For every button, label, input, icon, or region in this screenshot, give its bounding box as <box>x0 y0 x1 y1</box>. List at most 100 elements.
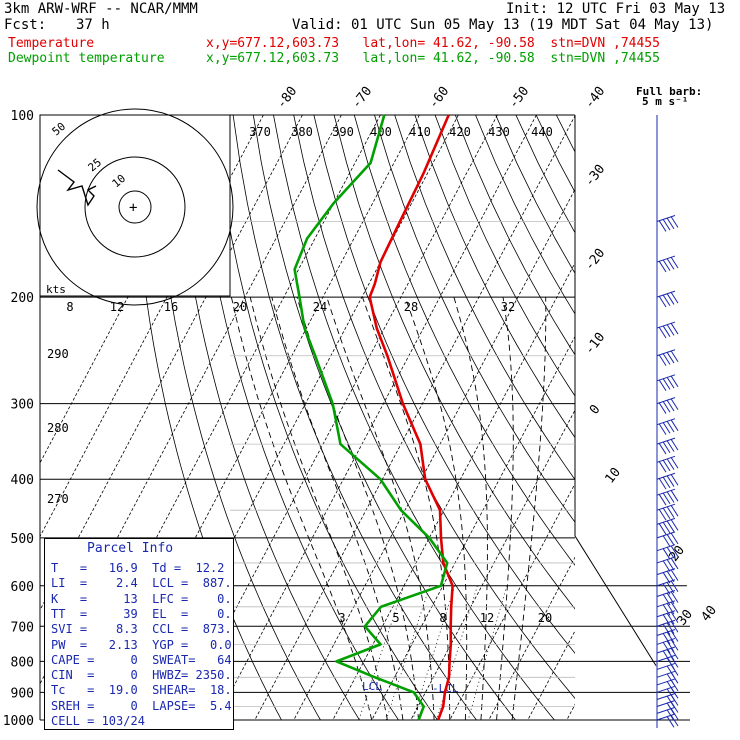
mixing-ratio-line <box>467 585 508 720</box>
hodograph-speed-label: 16 <box>164 300 178 314</box>
dewpoint-profile <box>293 114 449 721</box>
isotherm-label: 30 <box>675 607 696 629</box>
isotherm-line <box>254 115 575 720</box>
dry-adiabat-line <box>232 115 477 720</box>
wind-barb <box>656 568 679 584</box>
model-title: 3km ARW-WRF -- NCAR/MMM <box>4 1 198 17</box>
parcel-info-row: PW = 2.13 YGP = 0.0 <box>51 637 232 652</box>
parcel-info-row: SVI = 8.3 CCL = 873. <box>51 622 232 637</box>
isotherm-label: -30 <box>582 162 608 190</box>
isotherm-line <box>40 115 225 464</box>
pressure-tick-label: 200 <box>11 291 34 306</box>
pressure-tick-label: 700 <box>11 620 34 635</box>
dry-adiabat-line <box>374 115 575 523</box>
pressure-tick-label: 400 <box>11 473 34 488</box>
isotherm-line <box>332 262 575 720</box>
parcel-info-panel: Parcel Info T = 16.9 Td = 12.2 LI = 2.4 L… <box>44 538 234 730</box>
wind-barb <box>656 629 679 645</box>
pressure-tick-label: 100 <box>11 109 34 124</box>
temperature-location: x,y=677.12,603.73 lat,lon= 41.62, -90.58… <box>206 36 660 51</box>
mixing-ratio-line <box>412 585 456 720</box>
wind-barb <box>656 685 679 700</box>
frame-slant <box>574 535 657 666</box>
pressure-tick-label: 900 <box>11 686 34 701</box>
pressure-tick-label: 500 <box>11 532 34 547</box>
isotherm-line <box>527 630 575 720</box>
parcel-info-row: CIN = 0 HWBZ= 2350. <box>51 668 232 683</box>
wind-barb <box>656 503 679 521</box>
dewpoint-legend: Dewpoint temperature <box>8 51 165 66</box>
parcel-info-title: Parcel Info <box>87 541 174 556</box>
parcel-info-row: T = 16.9 Td = 12.2 <box>51 561 225 575</box>
wind-barb <box>656 374 679 391</box>
theta-label: 440 <box>531 125 553 139</box>
dry-adiabat-line <box>555 115 575 153</box>
dry-adiabat-line <box>475 115 575 315</box>
hodograph-ring <box>36 108 234 306</box>
isotherm-line <box>488 556 575 720</box>
hodograph-speed-label: 20 <box>233 300 247 314</box>
theta-label: 400 <box>370 125 392 139</box>
theta-label: 380 <box>291 125 313 139</box>
hodograph-speed-label: 32 <box>501 300 515 314</box>
moist-adiabat-line <box>326 296 435 720</box>
isotherm-line <box>40 115 303 611</box>
isotherm-line <box>410 409 575 720</box>
wind-barb <box>656 517 679 535</box>
isotherm-label: -40 <box>582 84 608 112</box>
hodograph-ring <box>118 190 152 224</box>
isotherm-label: -80 <box>274 84 300 112</box>
isotherm-label: 40 <box>699 603 720 625</box>
hodograph-speed-label: 12 <box>110 300 124 314</box>
moist-adiabat-line <box>249 296 388 720</box>
valid-time: Valid: 01 UTC Sun 05 May 13 (19 MDT Sat … <box>292 17 714 33</box>
theta-label: 410 <box>409 125 431 139</box>
mixing-ratio-label: 5 <box>392 611 399 625</box>
mixing-ratio-label: 8 <box>439 611 446 625</box>
forecast-label: Fcst: <box>4 17 47 33</box>
barb-legend-line1: Full barb: <box>636 85 703 98</box>
theta-label: 430 <box>488 125 510 139</box>
isotherm-line <box>215 115 537 720</box>
mixing-ratio-label: 12 <box>480 611 494 625</box>
wind-barb <box>656 488 679 506</box>
dry-adiabat-line <box>515 115 575 234</box>
mixing-ratio-line <box>436 585 478 720</box>
wind-barb <box>656 455 679 473</box>
parcel-info-row: CELL = 103/24 <box>51 714 145 728</box>
wind-barb <box>656 290 679 308</box>
dry-adiabat-line <box>434 115 575 397</box>
moist-adiabat-line <box>453 296 488 720</box>
moist-adiabat-line <box>404 296 468 720</box>
theta-label: 370 <box>249 125 271 139</box>
wind-barb <box>656 531 679 547</box>
temperature-legend: Temperature <box>8 36 95 51</box>
wind-barb <box>656 255 679 273</box>
dry-adiabat-line <box>333 115 575 610</box>
mixing-ratio-label: 3 <box>338 611 345 625</box>
isotherm-label: -70 <box>349 84 375 112</box>
mixing-ratio-label: 20 <box>538 611 552 625</box>
wind-barb <box>656 349 679 366</box>
init-time: Init: 12 UTC Fri 03 May 13 <box>506 1 726 17</box>
forecast-hour: 37 h <box>76 17 110 33</box>
hodograph-trace <box>57 169 97 207</box>
theta-low-label: 280 <box>47 421 69 435</box>
wind-barb <box>656 397 679 414</box>
wind-barb <box>656 321 679 339</box>
profiles <box>293 114 454 721</box>
dewpoint-location: x,y=677.12,603.73 lat,lon= 41.62, -90.58… <box>206 51 660 66</box>
dry-adiabat-line <box>313 115 575 654</box>
isotherm-label: -10 <box>582 330 608 358</box>
isotherm-label: 0 <box>587 402 604 417</box>
parcel-info-row: K = 13 LFC = 0. <box>51 591 232 606</box>
hodograph-speed-label: 24 <box>313 300 327 314</box>
wind-barb <box>656 646 679 662</box>
isotherm-line <box>371 335 575 720</box>
wind-barb <box>656 556 679 572</box>
theta-label: 390 <box>332 125 354 139</box>
parcel-info-row: SREH = 0 LAPSE= 5.4 <box>51 698 232 713</box>
wind-barb <box>656 713 679 728</box>
